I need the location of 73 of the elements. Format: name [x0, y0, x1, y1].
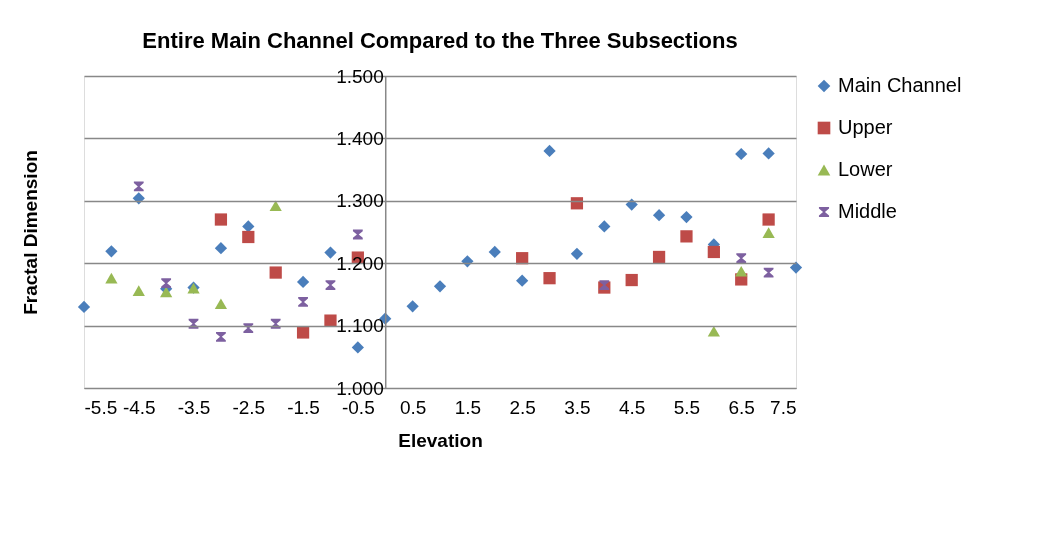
x-tick-label: 4.5 [618, 396, 646, 418]
point [243, 323, 254, 333]
point [214, 213, 228, 226]
point [762, 147, 775, 160]
point [570, 247, 584, 260]
point [77, 300, 91, 313]
point [242, 230, 255, 244]
x-tick-label: 7.5 [770, 396, 797, 418]
x-tick-label: 6.5 [728, 396, 755, 418]
chart-title: Entire Main Channel Compared to the Three Subsections [142, 28, 738, 53]
y-tick-label: 1.500 [336, 65, 384, 87]
point [735, 266, 748, 277]
point [762, 213, 775, 226]
point [789, 261, 803, 274]
point [105, 272, 118, 284]
point [406, 300, 419, 313]
point [214, 298, 228, 310]
x-tick-label: 5.5 [673, 396, 701, 418]
point [736, 253, 747, 264]
point [488, 245, 501, 259]
point [296, 326, 310, 339]
x-tick-label: -5.5 [84, 396, 118, 418]
legend-label: Upper [838, 116, 893, 138]
point [296, 275, 310, 289]
y-tick-label: 1.200 [336, 252, 384, 274]
point [270, 318, 281, 329]
legend-label: Main Channel [838, 74, 962, 96]
x-tick-label: -1.5 [287, 396, 320, 418]
point [625, 273, 638, 287]
point [680, 210, 693, 224]
point [543, 144, 556, 157]
point [269, 266, 282, 279]
point [132, 192, 145, 205]
point [324, 314, 337, 327]
point [680, 230, 693, 243]
point [762, 227, 775, 238]
x-tick-label: -0.5 [341, 396, 375, 418]
legend-label: Lower [838, 158, 893, 180]
x-tick-label: -4.5 [122, 396, 156, 418]
point [433, 280, 447, 293]
point [351, 341, 364, 354]
x-tick-label: 1.5 [454, 396, 482, 418]
point [599, 280, 610, 290]
point [298, 296, 308, 307]
y-tick-label: 1.100 [336, 315, 384, 337]
point [324, 246, 337, 259]
point [598, 220, 611, 233]
point [214, 242, 228, 255]
point [269, 200, 282, 212]
legend-label: Middle [838, 200, 897, 222]
point [652, 209, 666, 222]
point [461, 255, 474, 268]
point [735, 147, 748, 161]
point [216, 331, 226, 342]
point [707, 245, 720, 259]
x-axis-title: Elevation [398, 429, 483, 451]
y-axis-title: Fractal Dimension [19, 150, 41, 315]
point [763, 267, 774, 278]
point [543, 272, 556, 285]
point [132, 285, 145, 296]
x-tick-label: -3.5 [177, 396, 211, 418]
point [516, 274, 529, 287]
x-tick-label: 3.5 [564, 396, 591, 418]
x-tick-label: 2.5 [509, 396, 536, 418]
point [105, 245, 118, 258]
y-tick-label: 1.300 [336, 190, 384, 212]
point [652, 250, 666, 264]
point [325, 280, 336, 290]
y-tick-label: 1.400 [336, 127, 384, 149]
point [161, 278, 172, 289]
x-tick-label: 0.5 [399, 396, 427, 418]
x-tick-label: -2.5 [232, 396, 266, 418]
y-tick-label: 1.000 [336, 377, 384, 399]
